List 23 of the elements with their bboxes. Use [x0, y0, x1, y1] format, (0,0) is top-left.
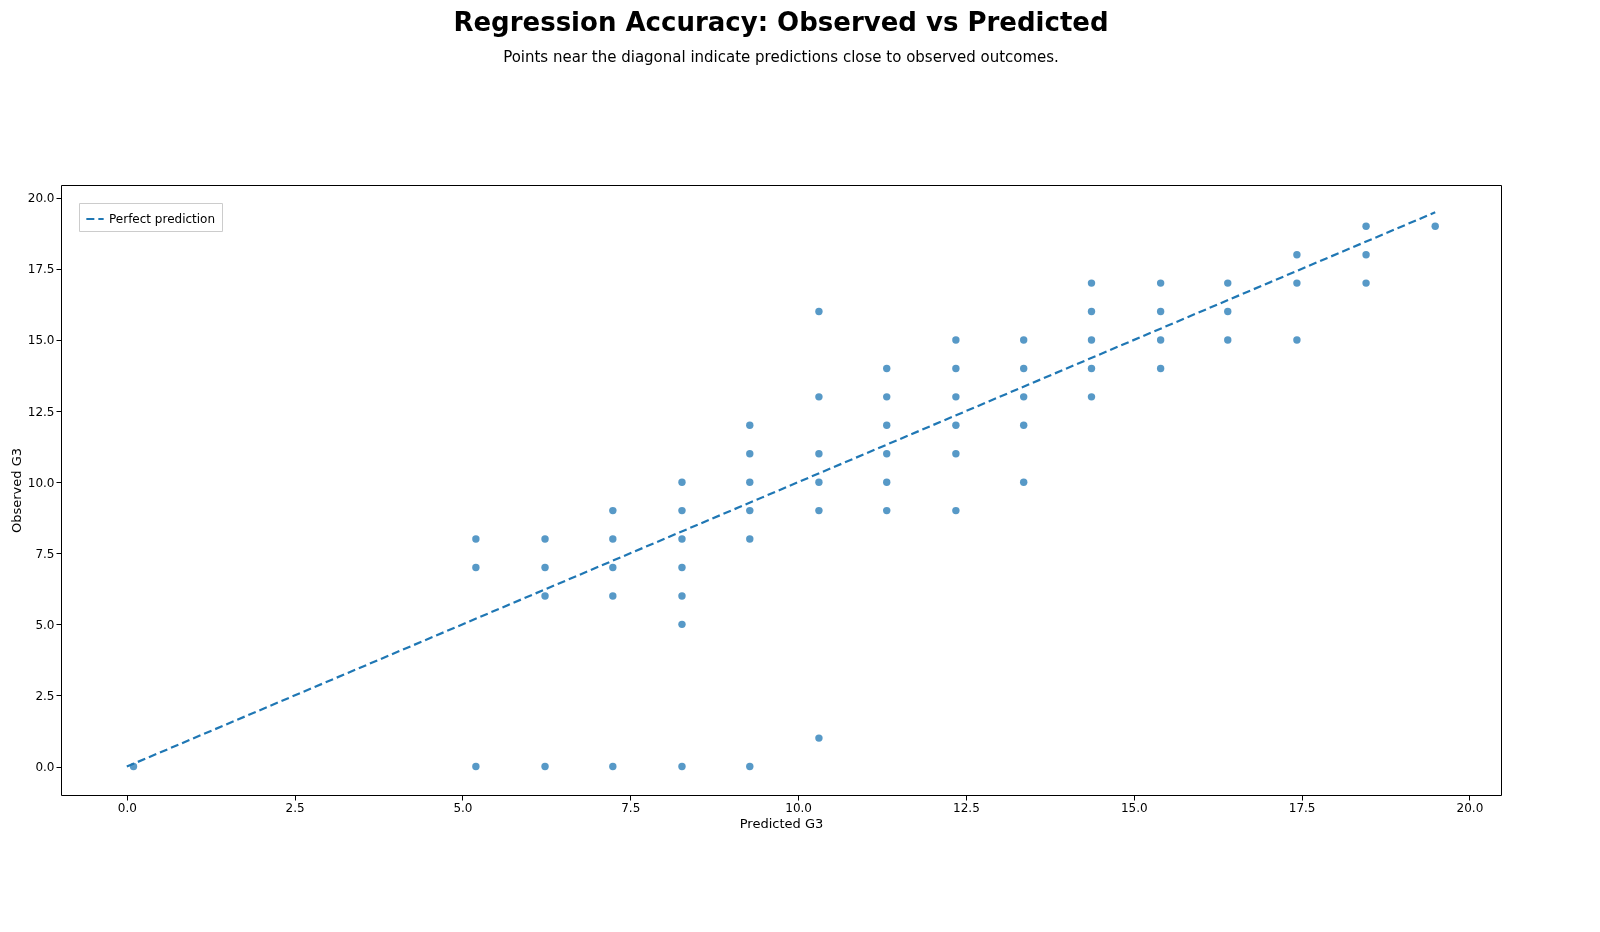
y-tick-label: 10.0: [27, 475, 55, 490]
legend-label: Perfect prediction: [109, 212, 216, 226]
y-tick-label: 7.5: [35, 546, 55, 561]
x-tick-label: 12.5: [953, 800, 980, 815]
y-tick-label: 17.5: [27, 262, 55, 277]
y-tick-label: 20.0: [27, 191, 55, 206]
x-axis-title: Predicted G3: [739, 815, 824, 831]
y-axis-title: Observed G3: [8, 447, 24, 534]
x-tick-label: 17.5: [1288, 800, 1316, 815]
y-tick-label: 0.0: [35, 760, 55, 775]
x-tick-label: 0.0: [117, 800, 137, 815]
x-tick-label: 15.0: [1120, 800, 1148, 815]
y-tick-label: 2.5: [35, 688, 55, 703]
y-tick-label: 5.0: [35, 617, 55, 632]
chart-title: Regression Accuracy: Observed vs Predicted: [453, 7, 1109, 37]
y-tick-label: 15.0: [27, 333, 55, 348]
x-tick-label: 10.0: [785, 800, 812, 815]
x-tick-label: 2.5: [285, 800, 305, 815]
x-tick-label: 20.0: [1456, 800, 1484, 815]
y-tick-label: 12.5: [27, 404, 55, 419]
chart-subtitle: Points near the diagonal indicate predictions close to observed outcomes.: [503, 48, 1059, 66]
x-tick-label: 5.0: [453, 800, 473, 815]
x-tick-label: 7.5: [621, 800, 641, 815]
